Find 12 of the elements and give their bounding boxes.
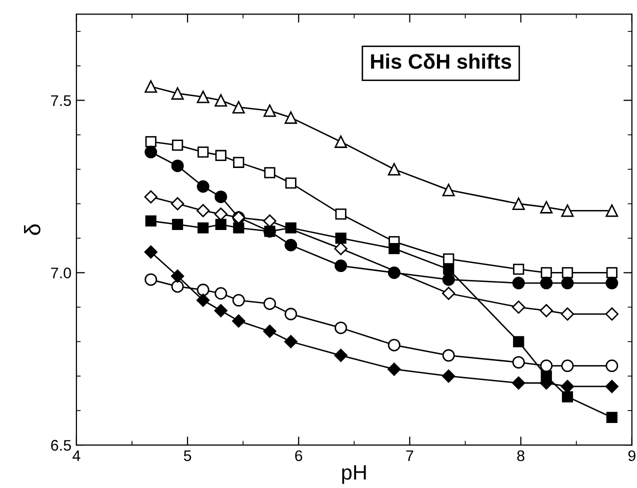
x-axis-title: pH	[342, 465, 366, 484]
x-tick-label: 8	[517, 450, 524, 462]
x-tick-label: 9	[628, 450, 636, 462]
x-tick-label: 7	[406, 450, 414, 461]
y-tick-label: 7.0	[51, 268, 71, 278]
annotation: His CδH shifts	[371, 54, 512, 69]
x-tick-label: 5	[184, 450, 192, 462]
y-tick-label: 6.5	[51, 440, 71, 451]
x-tick-label: 6	[295, 450, 302, 462]
y-tick-label: 7.5	[51, 95, 71, 106]
x-tick-label: 4	[72, 450, 80, 461]
y-axis-title: δ	[24, 224, 40, 235]
